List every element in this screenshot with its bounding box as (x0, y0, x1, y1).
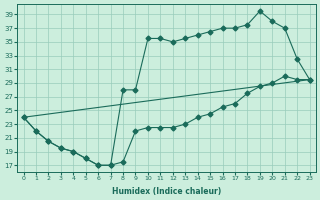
X-axis label: Humidex (Indice chaleur): Humidex (Indice chaleur) (112, 187, 221, 196)
